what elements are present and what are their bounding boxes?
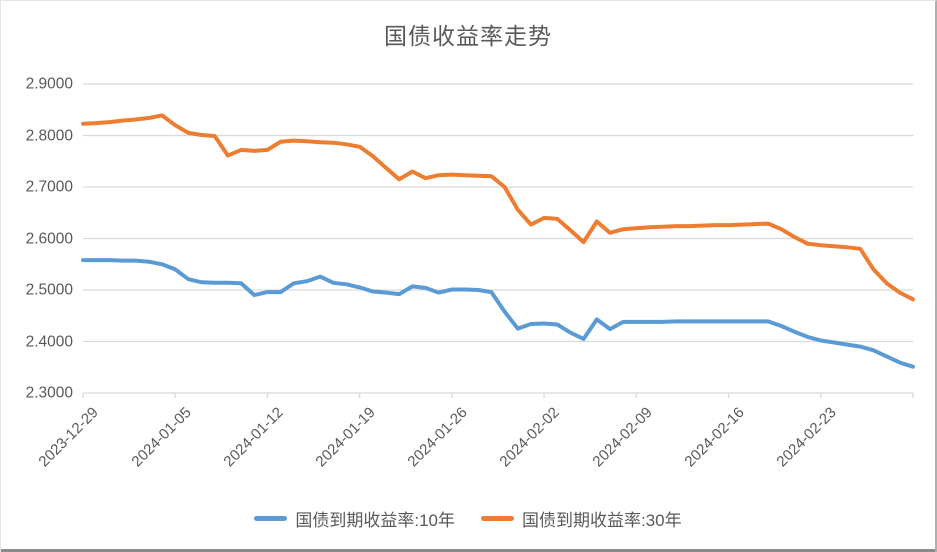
legend-label-30y: 国债到期收益率:30年 <box>522 511 682 530</box>
legend: 国债到期收益率:10年 国债到期收益率:30年 <box>1 506 935 531</box>
y-axis-label: 2.3000 <box>25 384 73 402</box>
y-axis-label: 2.8000 <box>25 127 73 144</box>
series-30y-line <box>81 113 915 302</box>
legend-swatch-10y-icon <box>254 516 288 521</box>
gridlines <box>83 83 913 394</box>
y-axis-label: 2.6000 <box>25 230 73 247</box>
legend-label-10y: 国债到期收益率:10年 <box>295 511 455 530</box>
series-10y-line <box>81 258 915 369</box>
legend-item-10y: 国债到期收益率:10年 <box>254 506 455 531</box>
y-axis-label: 2.5000 <box>25 281 73 299</box>
chart-title: 国债收益率走势 <box>384 24 552 49</box>
y-axis-label: 2.9000 <box>25 75 73 93</box>
x-axis-ticks <box>82 393 914 398</box>
y-axis-label: 2.4000 <box>25 333 73 350</box>
legend-item-30y: 国债到期收益率:30年 <box>481 506 682 531</box>
y-axis-label: 2.7000 <box>25 178 73 196</box>
window-bottom-edge <box>1 549 935 552</box>
legend-swatch-30y-icon <box>481 516 514 521</box>
